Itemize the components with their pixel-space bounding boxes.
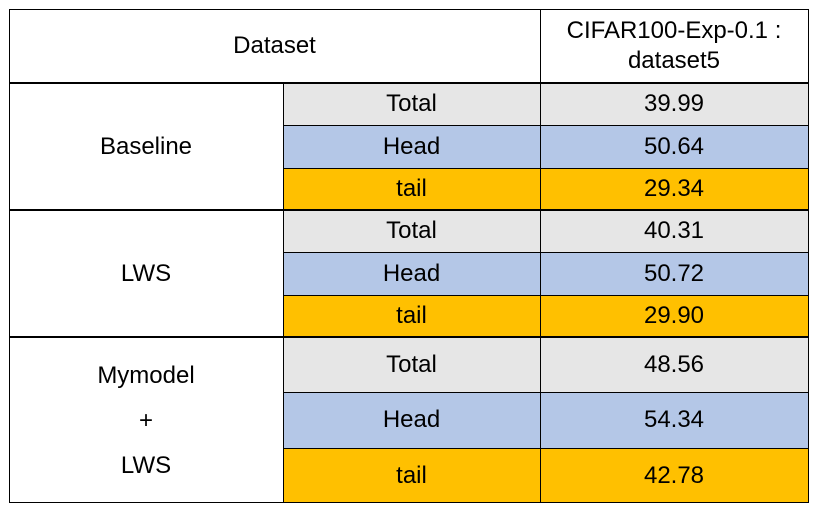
row-label-text: tail (396, 302, 427, 329)
row-label-tail: tail (283, 448, 540, 503)
row-label-text: Total (386, 90, 437, 117)
group-divider (9, 336, 809, 338)
column-divider (283, 83, 284, 503)
row-value: 50.72 (540, 252, 808, 295)
row-label-text: Head (382, 259, 441, 287)
row-value: 29.34 (540, 168, 808, 210)
table-border-top (9, 9, 809, 10)
row-value: 48.56 (540, 337, 808, 392)
row-value: 54.34 (540, 392, 808, 448)
group-name: LWS (120, 259, 172, 287)
row-label-text: Total (386, 350, 437, 378)
row-label-head: Head (283, 252, 540, 295)
row-label-head: Head (283, 392, 540, 448)
row-label-text: Head (382, 132, 441, 160)
column-divider (540, 9, 541, 503)
group-name-line2: + (138, 406, 153, 434)
dataset-header-label: Dataset (233, 32, 316, 59)
row-value: 42.78 (540, 448, 808, 503)
header-divider (9, 82, 809, 84)
group-label-mymodel-lws: Mymodel + LWS (9, 337, 283, 503)
value-text: 54.34 (643, 406, 705, 433)
row-divider (283, 125, 809, 126)
table-border-bottom (9, 502, 809, 503)
row-divider (283, 448, 809, 449)
row-divider (283, 168, 809, 169)
group-name-line3: LWS (120, 451, 172, 479)
group-name: Baseline (99, 132, 193, 160)
group-divider (9, 209, 809, 211)
value-text: 50.72 (643, 259, 705, 287)
row-value: 50.64 (540, 125, 808, 168)
table-border-right (808, 9, 809, 503)
column-header-line1: CIFAR100-Exp-0.1 : (566, 17, 782, 44)
row-divider (283, 392, 809, 393)
row-divider (283, 295, 809, 296)
value-text: 29.90 (643, 302, 705, 329)
column-header-line2: dataset5 (627, 47, 721, 74)
value-text: 40.31 (643, 217, 705, 244)
group-label-baseline: Baseline (9, 83, 283, 210)
row-value: 40.31 (540, 210, 808, 252)
row-label-text: tail (396, 461, 427, 489)
row-value: 39.99 (540, 83, 808, 125)
row-label-tail: tail (283, 295, 540, 337)
dataset-header: Dataset (9, 9, 540, 83)
row-label-total: Total (283, 210, 540, 252)
value-text: 29.34 (643, 175, 705, 202)
row-label-total: Total (283, 337, 540, 392)
row-value: 29.90 (540, 295, 808, 337)
row-label-text: Head (382, 406, 441, 433)
group-label-lws: LWS (9, 210, 283, 337)
row-label-text: tail (396, 175, 427, 202)
value-text: 48.56 (643, 350, 705, 378)
row-label-head: Head (283, 125, 540, 168)
column-header: CIFAR100-Exp-0.1 : dataset5 (540, 9, 808, 83)
table-border-left (9, 9, 10, 503)
row-label-total: Total (283, 83, 540, 125)
row-divider (283, 252, 809, 253)
value-text: 39.99 (643, 90, 705, 117)
row-label-text: Total (386, 217, 437, 244)
row-label-tail: tail (283, 168, 540, 210)
value-text: 50.64 (643, 132, 705, 160)
group-name-line1: Mymodel (97, 361, 195, 389)
value-text: 42.78 (643, 461, 705, 489)
